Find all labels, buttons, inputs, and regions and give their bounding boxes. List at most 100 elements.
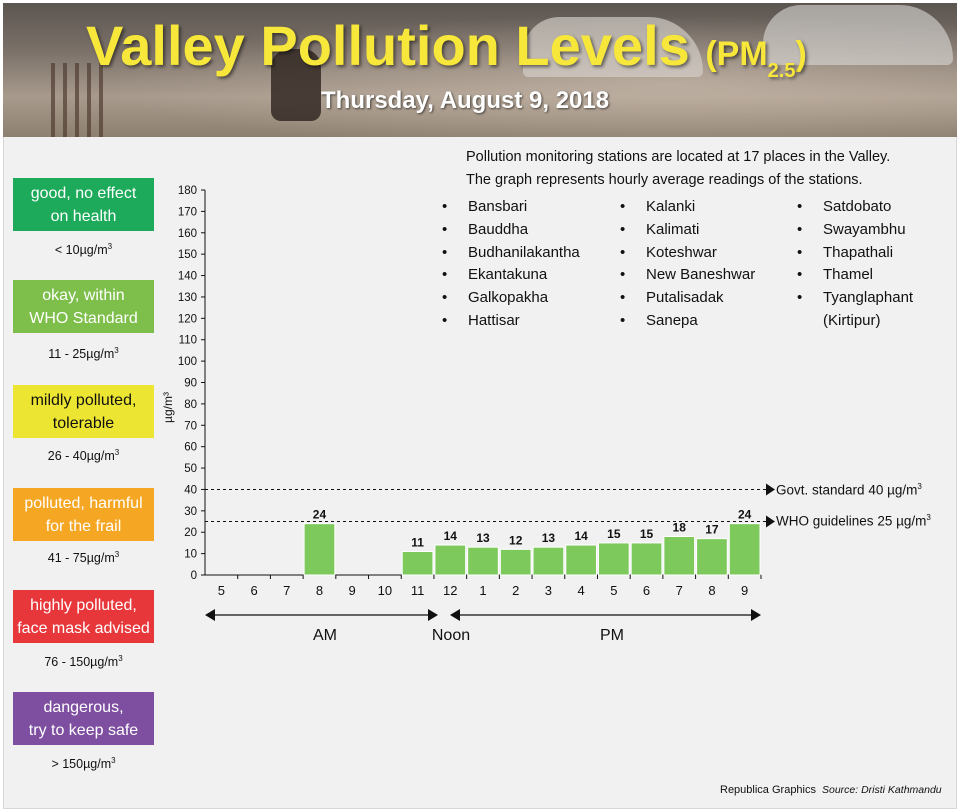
legend-label-line1: okay, within: [42, 286, 125, 304]
legend-polluted: polluted, harmful for the frail: [13, 488, 154, 541]
station-list-3: • Satdobato • Swayambhu • Thapathali • Thame…: [797, 196, 913, 333]
y-tick-label: 30: [184, 506, 197, 518]
x-tick-label: 5: [218, 583, 225, 598]
legend-range-sup: 3: [107, 242, 113, 251]
legend-good: good, no effect on health: [13, 178, 154, 231]
station-name: Hattisar: [468, 311, 520, 329]
legend-range-text: > 150µg/m: [51, 757, 112, 772]
y-tick-label: 170: [178, 206, 197, 218]
am-right-arrow-icon: [428, 609, 438, 621]
x-tick-label: 2: [512, 583, 519, 598]
list-item: • Koteshwar: [620, 242, 755, 265]
y-tick-label: 70: [184, 420, 197, 432]
data-label: 15: [607, 527, 621, 541]
y-tick-label: 80: [184, 399, 197, 411]
list-item: • Putalisadak: [620, 287, 755, 310]
legend-range-sup: 3: [114, 550, 120, 559]
list-item: • Swayambhu: [797, 219, 913, 242]
x-tick-label: 8: [708, 583, 715, 598]
list-item: • Kalimati: [620, 219, 755, 242]
govt-standard-label: Govt. standard 40 µg/m3: [776, 482, 922, 498]
y-tick-label: 20: [184, 527, 197, 539]
pm-subscript: 2.5: [767, 60, 796, 82]
legend-dangerous: dangerous, try to keep safe: [13, 692, 154, 745]
pm-right-arrow-icon: [751, 609, 761, 621]
pm-left-arrow-icon: [450, 609, 460, 621]
legend-label-line2: try to keep safe: [28, 721, 139, 739]
header-banner: Valley Pollution Levels (PM2.5) Thursday…: [3, 3, 957, 137]
legend-range-text: 11 - 25µg/m: [48, 347, 115, 362]
legend-label-line2: on health: [50, 207, 117, 225]
who-guideline-value: 25 µg/m: [877, 513, 927, 529]
govt-standard-value: 40 µg/m: [868, 482, 918, 498]
station-name: Bansbari: [468, 198, 528, 215]
station-name: Bauddha: [468, 220, 529, 238]
data-label: 14: [444, 529, 458, 543]
x-tick-label: 7: [283, 583, 290, 598]
list-item: • Ekantakuna: [442, 264, 580, 287]
legend-range-sup: 3: [114, 448, 120, 457]
info-text: Pollution monitoring stations are locate…: [466, 146, 890, 192]
list-item: • Thamel: [797, 264, 913, 287]
bullet-icon: •: [797, 243, 803, 261]
banner-car-image-2: [763, 5, 953, 65]
station-name: (Kirtipur): [823, 311, 881, 329]
legend-label-line2: tolerable: [52, 414, 115, 432]
govt-standard-text: Govt. standard: [776, 482, 865, 498]
legend-range-sup: 3: [114, 346, 119, 355]
station-name: Thapathali: [823, 243, 894, 261]
banner-railing-image: [51, 63, 111, 137]
x-tick-label: 5: [610, 583, 617, 598]
station-name: Ekantakuna: [468, 266, 548, 284]
bullet-icon: •: [620, 311, 626, 329]
bullet-icon: •: [620, 266, 626, 284]
legend-range-sup: 3: [111, 756, 116, 765]
bullet-icon: •: [797, 289, 803, 307]
bullet-icon: •: [442, 198, 448, 215]
x-tick-label: 6: [250, 583, 257, 598]
y-tick-label: 0: [191, 570, 197, 582]
banner-car-image: [523, 17, 703, 77]
legend-range-okay: 11 - 25µg/m3: [13, 346, 154, 361]
legend-range-text: < 10µg/m: [54, 243, 108, 258]
legend-label-line1: mildly polluted,: [30, 391, 137, 409]
banner-motorcyclist-image: [271, 49, 321, 121]
bar: [663, 536, 696, 576]
bullet-icon: •: [442, 220, 448, 238]
bullet-icon: •: [620, 289, 626, 307]
data-label: 18: [673, 521, 687, 535]
data-label: 15: [640, 527, 654, 541]
list-item: • Sanepa: [620, 310, 755, 333]
legend-range-text: 26 - 40µg/m: [47, 449, 115, 464]
bullet-icon: •: [620, 198, 626, 215]
legend-label-line1: dangerous,: [43, 698, 124, 716]
legend-label-line2: for the frail: [45, 517, 122, 535]
legend-okay: okay, within WHO Standard: [13, 280, 154, 333]
page-title: Valley Pollution Levels (PM2.5): [86, 13, 807, 82]
y-tick-label: 100: [178, 356, 197, 368]
am-left-arrow-icon: [205, 609, 215, 621]
y-tick-label: 60: [184, 442, 197, 454]
x-tick-label: 11: [411, 583, 425, 598]
bar: [630, 542, 663, 576]
bar: [401, 550, 434, 576]
x-tick-label: 9: [741, 583, 748, 598]
data-label: 24: [313, 508, 327, 522]
station-list-1: • Bansbari • Bauddha • Budhanilakantha • Eka…: [442, 196, 580, 333]
y-tick-label: 90: [184, 378, 197, 390]
x-tick-label: 8: [316, 583, 323, 598]
station-name: Thamel: [823, 266, 874, 284]
bullet-icon: •: [442, 311, 448, 329]
bar: [303, 523, 336, 576]
legend-range-good: < 10µg/m3: [13, 242, 154, 257]
bullet-icon: •: [442, 243, 448, 261]
y-tick-label: 130: [178, 292, 197, 304]
legend-range-mild: 26 - 40µg/m3: [13, 448, 154, 463]
pm-label: PM: [600, 627, 624, 644]
y-tick-label: 160: [178, 228, 197, 240]
bullet-icon: •: [620, 243, 626, 261]
list-item: (Kirtipur): [797, 310, 913, 333]
legend-mild: mildly polluted, tolerable: [13, 385, 154, 438]
x-tick-label: 3: [545, 583, 552, 598]
bar: [728, 523, 761, 576]
